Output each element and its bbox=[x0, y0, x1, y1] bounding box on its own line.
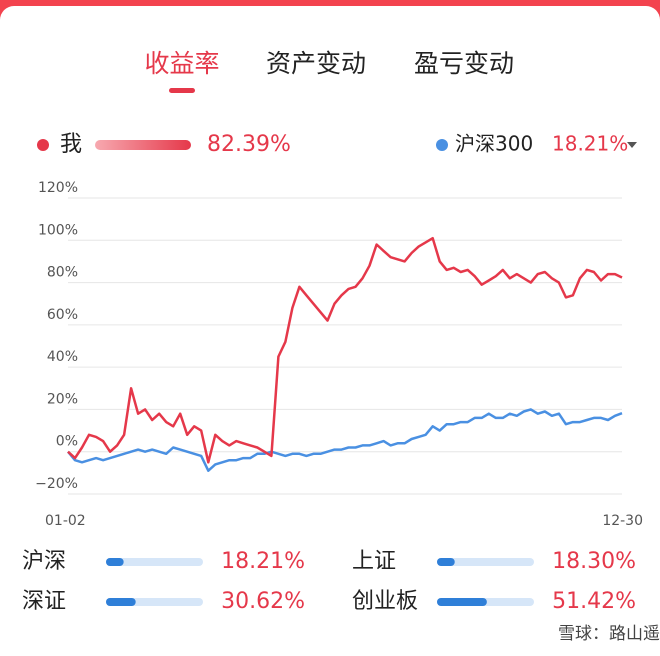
x-tick-label: 01-02 bbox=[45, 513, 86, 529]
index-name: 创业板 bbox=[352, 589, 418, 614]
legend-bar bbox=[95, 140, 191, 150]
x-tick-label: 12-30 bbox=[602, 513, 643, 529]
progress-bar bbox=[106, 598, 136, 606]
legend-value: 18.21% bbox=[552, 132, 628, 156]
y-tick-label: 20% bbox=[47, 391, 78, 407]
index-name: 上证 bbox=[352, 549, 396, 574]
progress-bar bbox=[437, 598, 487, 606]
watermark: 雪球：路山遥 bbox=[558, 624, 660, 644]
y-tick-label: 0% bbox=[56, 434, 78, 450]
dropdown-arrow[interactable] bbox=[627, 142, 637, 148]
index-name: 沪深 bbox=[22, 549, 66, 574]
chart: 收益率 资产变动 盈亏变动 雪球：路山遥 −20% 0% 20% 40% 60% 80% 1… bbox=[22, 49, 660, 644]
progress-track bbox=[106, 558, 203, 566]
y-tick-label: 40% bbox=[47, 349, 78, 365]
series-line bbox=[67, 408, 623, 472]
index-value: 18.30% bbox=[552, 549, 636, 574]
index-value: 18.21% bbox=[221, 549, 305, 574]
index-name: 深证 bbox=[22, 589, 66, 614]
legend-value: 82.39% bbox=[207, 132, 291, 157]
tab[interactable]: 资产变动 bbox=[266, 49, 366, 78]
y-tick-label: 80% bbox=[47, 265, 78, 281]
progress-bar bbox=[437, 558, 455, 566]
index-value: 30.62% bbox=[221, 589, 305, 614]
tab[interactable]: 盈亏变动 bbox=[414, 49, 514, 78]
tab-indicator bbox=[169, 88, 195, 93]
progress-bar bbox=[106, 558, 124, 566]
y-tick-label: 60% bbox=[47, 307, 78, 323]
y-tick-label: 100% bbox=[38, 222, 78, 238]
legend-dot bbox=[37, 139, 49, 151]
y-tick-label: 120% bbox=[38, 180, 78, 196]
index-value: 51.42% bbox=[552, 589, 636, 614]
legend-dot bbox=[436, 139, 448, 151]
legend-name: 我 bbox=[60, 132, 82, 157]
legend-name: 沪深300 bbox=[455, 132, 533, 156]
tab[interactable]: 收益率 bbox=[144, 49, 219, 78]
y-tick-label: −20% bbox=[35, 476, 78, 492]
series-line bbox=[67, 236, 623, 464]
card: 收益率 资产变动 盈亏变动 雪球：路山遥 −20% 0% 20% 40% 60% 80% 1… bbox=[0, 6, 660, 656]
progress-track bbox=[437, 558, 534, 566]
